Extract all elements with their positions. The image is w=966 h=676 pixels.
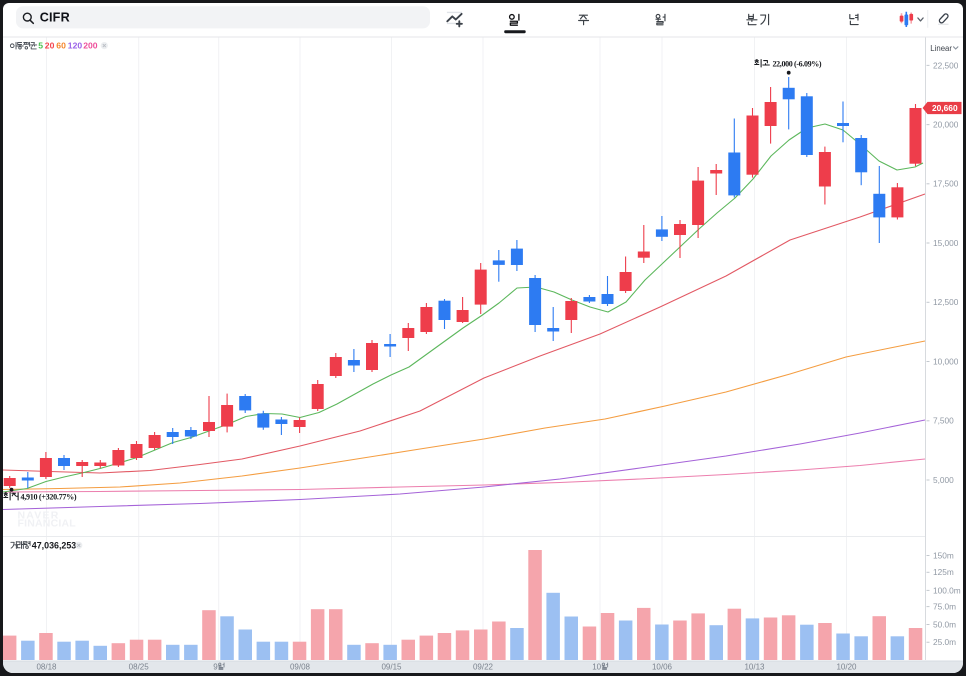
svg-text:150m: 150m	[933, 550, 954, 560]
svg-text:50.0m: 50.0m	[933, 619, 956, 629]
svg-text:10/13: 10/13	[744, 663, 765, 672]
svg-text:22,000 (-6.09%): 22,000 (-6.09%)	[773, 60, 822, 69]
svg-text:20,660: 20,660	[932, 103, 958, 113]
svg-text:20,000: 20,000	[933, 120, 959, 130]
svg-text:NAVER: NAVER	[18, 510, 60, 522]
svg-text:10,000: 10,000	[933, 356, 959, 366]
svg-text:5: 5	[38, 41, 43, 51]
svg-text:20: 20	[45, 41, 55, 51]
svg-text:9: 9	[213, 663, 218, 672]
svg-text:Linear: Linear	[930, 44, 952, 53]
svg-text:08/25: 08/25	[129, 663, 150, 672]
svg-text:CIFR: CIFR	[40, 11, 70, 25]
svg-text:60: 60	[56, 41, 66, 51]
svg-text:47,036,253: 47,036,253	[32, 541, 76, 551]
svg-text:09/15: 09/15	[381, 663, 402, 672]
svg-text:17,500: 17,500	[933, 179, 959, 189]
svg-text:75.0m: 75.0m	[933, 602, 956, 612]
svg-text:100.0m: 100.0m	[933, 585, 961, 595]
svg-text:200: 200	[83, 41, 98, 51]
svg-text:08/18: 08/18	[36, 663, 57, 672]
svg-text:120: 120	[68, 41, 83, 51]
svg-text:FINANCIAL: FINANCIAL	[18, 518, 77, 530]
svg-text:125m: 125m	[933, 567, 954, 577]
svg-text:10/06: 10/06	[652, 663, 673, 672]
svg-text:5,000: 5,000	[933, 475, 954, 485]
svg-text:10: 10	[592, 663, 601, 672]
svg-text:25.0m: 25.0m	[933, 637, 956, 647]
svg-text:12,500: 12,500	[933, 297, 959, 307]
svg-text:10/20: 10/20	[836, 663, 857, 672]
svg-text:09/22: 09/22	[473, 663, 494, 672]
svg-text:15,000: 15,000	[933, 238, 959, 248]
svg-text:22,500: 22,500	[933, 60, 959, 70]
svg-text:4,910 (+320.77%): 4,910 (+320.77%)	[21, 493, 77, 502]
svg-text:7,500: 7,500	[933, 416, 954, 426]
svg-text:09/08: 09/08	[290, 663, 311, 672]
